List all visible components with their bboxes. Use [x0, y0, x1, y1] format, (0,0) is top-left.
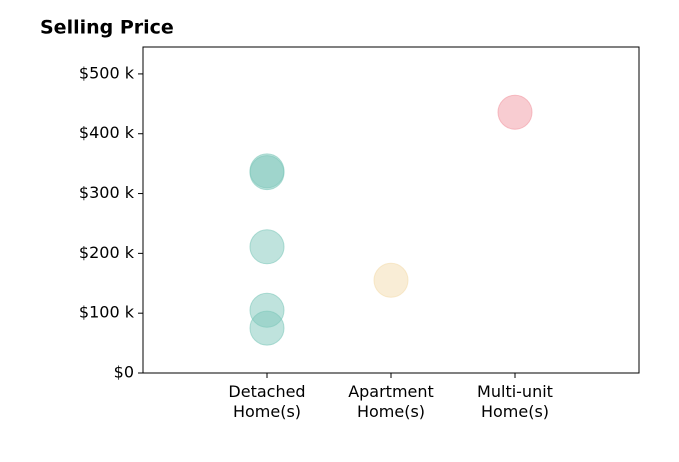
chart-title: Selling Price: [40, 17, 174, 39]
x-tick-label: Apartment Home(s): [348, 382, 434, 421]
point: [249, 229, 285, 265]
point: [373, 262, 409, 298]
point: [249, 310, 285, 346]
x-tick-label: Multi-unit Home(s): [477, 382, 553, 421]
point: [497, 94, 533, 130]
point: [249, 155, 285, 191]
y-tick-label: $400 k: [79, 123, 135, 142]
y-tick-label: $500 k: [79, 63, 135, 82]
x-tick-label: Detached Home(s): [228, 382, 306, 421]
plot-frame: [142, 46, 640, 374]
y-tick-label: $300 k: [79, 183, 135, 202]
y-tick-label: $200 k: [79, 243, 135, 262]
y-tick-label: $0: [114, 363, 134, 382]
y-tick-label: $100 k: [79, 303, 135, 322]
